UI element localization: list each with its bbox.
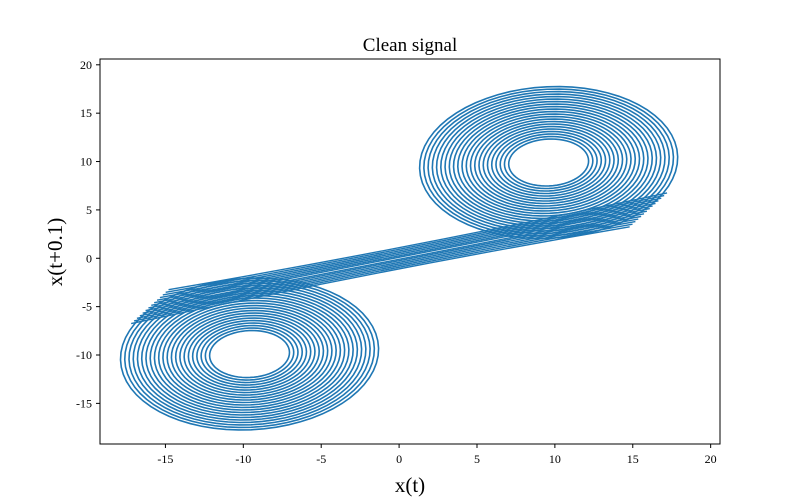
trajectory-loop-right (469, 115, 628, 210)
trajectory-loop-left (208, 329, 291, 379)
y-tick-label: 0 (86, 251, 92, 265)
trajectory-loop-left (183, 314, 316, 394)
trajectory-loop-right (499, 133, 598, 192)
trajectory-loop-right (486, 125, 611, 200)
plot-frame (99, 58, 721, 445)
trajectory-loop-left (157, 299, 342, 409)
trajectory-loop-left (196, 322, 304, 386)
y-axis-ticks: -15 -10 -5 0 5 10 15 20 (76, 58, 100, 410)
series-trajectory (119, 85, 679, 431)
trajectory-bridge (142, 215, 642, 314)
trajectory-loop-right (473, 118, 624, 207)
trajectory-bridge (156, 202, 656, 301)
trajectory-loop-right (490, 128, 607, 197)
y-tick-label: 15 (80, 106, 92, 120)
trajectory-bridge (139, 218, 639, 317)
y-tick-label: -15 (76, 396, 92, 410)
x-axis-label: x(t) (395, 473, 425, 497)
x-tick-label: 10 (549, 452, 561, 466)
y-tick-label: 10 (80, 155, 92, 169)
y-axis-label: x(t+0.1) (43, 218, 67, 286)
trajectory-bridge (145, 213, 645, 312)
chart-title: Clean signal (363, 35, 457, 56)
y-tick-label: 5 (86, 203, 92, 217)
trajectory-loop-left (162, 302, 337, 406)
trajectory-bridge (131, 226, 630, 325)
trajectory-loop-right (444, 100, 654, 225)
trajectory-loop-right (452, 105, 645, 220)
trajectory-bridge (133, 223, 633, 322)
x-tick-label: -15 (157, 452, 173, 466)
trajectory-loop-right (461, 110, 637, 215)
x-tick-label: -5 (316, 452, 326, 466)
trajectory-loop-right (507, 138, 590, 187)
trajectory-loop-left (166, 304, 333, 404)
trajectory-loop-right (482, 123, 615, 202)
trajectory-bridge (154, 205, 653, 304)
trajectory-loop-left (204, 327, 295, 381)
trajectory-loop-left (153, 297, 346, 411)
trajectory-loop-right (456, 108, 641, 217)
trajectory-loop-right (465, 113, 632, 212)
trajectory-loop-left (136, 287, 363, 421)
trajectory-bridge (159, 200, 659, 299)
trajectory-loop-right (495, 130, 603, 195)
trajectory-bridge (165, 194, 665, 293)
x-tick-label: 20 (705, 452, 717, 466)
trajectory-loop-left (179, 312, 320, 396)
trajectory-loop-right (440, 98, 658, 227)
trajectory-bridge (136, 220, 636, 320)
x-tick-label: -10 (235, 452, 251, 466)
x-tick-label: 0 (396, 452, 402, 466)
trajectory-loop-left (170, 307, 329, 401)
trajectory-loop-left (187, 317, 312, 391)
trajectory-loop-right (503, 135, 594, 190)
y-tick-label: -5 (82, 300, 92, 314)
trajectory-bridge (148, 210, 648, 309)
trajectory-loop-left (200, 324, 299, 384)
x-tick-label: 15 (627, 452, 639, 466)
trajectory-loop-left (174, 309, 325, 399)
trajectory-bridge (151, 207, 650, 307)
trajectory-bridge (168, 192, 668, 291)
trajectory-loop-right (478, 120, 620, 205)
x-tick-label: 5 (474, 452, 480, 466)
trajectory-bridge (162, 197, 662, 296)
y-tick-label: 20 (80, 58, 92, 72)
plot-area (99, 58, 721, 445)
y-tick-label: -10 (76, 348, 92, 362)
x-axis-ticks: -15 -10 -5 0 5 10 15 20 (157, 444, 717, 466)
trajectory-loop-left (123, 279, 376, 429)
trajectory-loop-left (191, 319, 308, 389)
trajectory-loop-right (448, 103, 649, 222)
